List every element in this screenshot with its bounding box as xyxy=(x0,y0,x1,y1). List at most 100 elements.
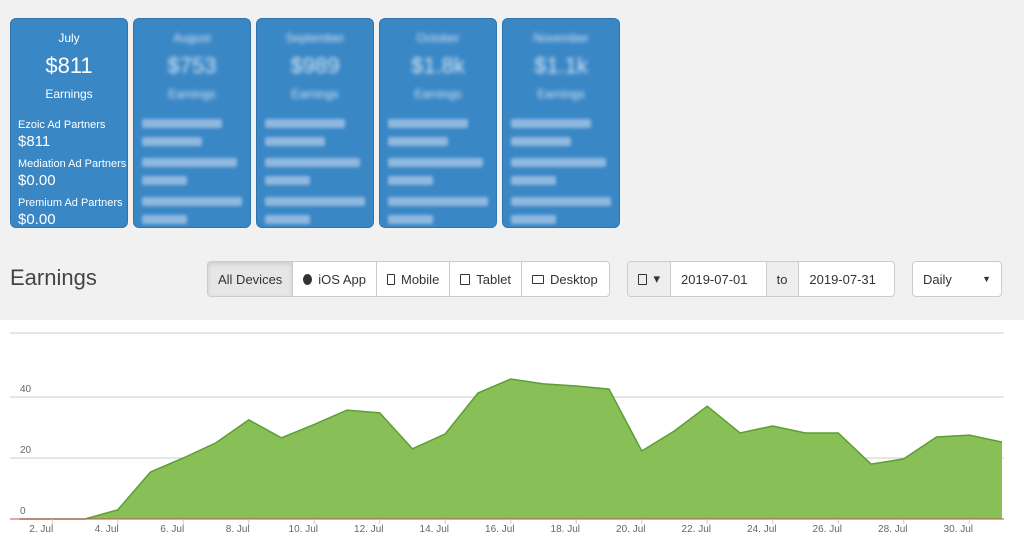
label: Mobile xyxy=(401,271,440,287)
spacer xyxy=(134,101,250,119)
date-range: ▾ 2019-07-01 to 2019-07-31 xyxy=(627,261,895,297)
blurred-row xyxy=(511,119,591,128)
device-button[interactable]: Tablet xyxy=(450,262,522,296)
x-tick-label: 2. Jul xyxy=(29,524,53,535)
blurred-row xyxy=(511,197,611,206)
label: iOS App xyxy=(318,271,366,287)
card-month: October xyxy=(416,31,460,45)
x-tick-label: 14. Jul xyxy=(420,524,449,535)
blurred-row xyxy=(511,215,556,224)
blurred-row xyxy=(265,215,310,224)
stat-card: July $811 Earnings Ezoic Ad Partners $811 Med… xyxy=(10,18,128,228)
spacer xyxy=(257,101,373,119)
card-label: Earnings xyxy=(414,87,462,101)
x-tick-label: 22. Jul xyxy=(682,524,711,535)
x-tick-label: 26. Jul xyxy=(813,524,842,535)
blurred-row xyxy=(388,176,433,185)
x-tick-label: 20. Jul xyxy=(616,524,645,535)
date-to[interactable]: 2019-07-31 xyxy=(809,271,876,287)
stat-card: October $1.8k Earnings xyxy=(379,18,497,228)
device-button[interactable]: All Devices xyxy=(208,262,294,296)
stat-card: August $753 Earnings xyxy=(133,18,251,228)
row-label: Premium Ad Partners xyxy=(18,197,123,209)
blurred-row xyxy=(388,197,488,206)
label: Desktop xyxy=(550,271,598,287)
select-box: Daily ▼ xyxy=(913,262,1001,296)
chart: 0 20 40 2. Jul 4. Jul 6. Jul 8. Jul 10. Jul 12. … xyxy=(0,320,1024,558)
spacer xyxy=(503,101,619,119)
blurred-row xyxy=(265,119,345,128)
card-amount: $1.8k xyxy=(411,53,465,78)
blurred-row xyxy=(142,197,242,206)
desktop-icon xyxy=(532,274,544,284)
stat-card: November $1.1k Earnings xyxy=(502,18,620,228)
card-month: August xyxy=(173,31,211,45)
blurred-row xyxy=(511,176,556,185)
stat-card: September $989 Earnings xyxy=(256,18,374,228)
card-month: September xyxy=(285,31,345,45)
device-button[interactable]: iOS App xyxy=(293,262,377,296)
device-button[interactable]: Desktop xyxy=(522,262,608,296)
x-tick-label: 12. Jul xyxy=(354,524,383,535)
x-tick-label: 10. Jul xyxy=(289,524,318,535)
apple-icon xyxy=(303,273,313,285)
blurred-row xyxy=(142,176,187,185)
blurred-row xyxy=(265,176,310,185)
x-tick-label: 6. Jul xyxy=(160,524,184,535)
row-label: Ezoic Ad Partners xyxy=(18,119,106,131)
date-from[interactable]: 2019-07-01 xyxy=(671,262,767,296)
calendar-icon xyxy=(638,273,648,285)
blurred-row xyxy=(388,158,483,167)
date-separator: to xyxy=(766,262,800,296)
y-tick-label: 0 xyxy=(20,506,26,517)
label: Tablet xyxy=(476,271,511,287)
card-label: Earnings xyxy=(168,87,216,101)
calendar-button[interactable]: ▾ xyxy=(628,262,671,296)
blurred-row xyxy=(388,215,433,224)
x-tick-label: 8. Jul xyxy=(226,524,250,535)
x-tick-label: 16. Jul xyxy=(485,524,514,535)
blurred-row xyxy=(142,158,237,167)
x-tick-label: 24. Jul xyxy=(747,524,776,535)
row-value: $0.00 xyxy=(18,211,56,228)
blurred-row xyxy=(142,137,202,146)
card-month: November xyxy=(533,31,589,45)
card-amount: $1.1k xyxy=(534,53,588,78)
label: Daily xyxy=(923,271,952,287)
interval-select[interactable]: Daily ▼ xyxy=(912,261,1002,297)
blurred-row xyxy=(388,119,468,128)
section-title: Earnings xyxy=(10,265,97,290)
y-tick-label: 40 xyxy=(20,384,32,395)
caret: ▼ xyxy=(982,274,991,284)
blurred-row xyxy=(388,137,448,146)
card-label: Earnings xyxy=(45,87,93,101)
card-label: Earnings xyxy=(537,87,585,101)
card-month: July xyxy=(58,31,80,45)
x-tick-label: 28. Jul xyxy=(878,524,907,535)
card-amount: $989 xyxy=(290,53,340,78)
y-tick-label: 20 xyxy=(20,445,32,456)
row-value: $0.00 xyxy=(18,172,56,189)
x-tick-label: 30. Jul xyxy=(944,524,973,535)
row-value: $811 xyxy=(18,133,51,150)
blurred-row xyxy=(265,197,365,206)
device-filter: All Devices iOS App Mobile Tablet Deskto… xyxy=(207,261,610,297)
card-amount: $753 xyxy=(167,53,217,78)
device-button[interactable]: Mobile xyxy=(377,262,451,296)
blurred-row xyxy=(142,215,187,224)
x-tick-label: 4. Jul xyxy=(95,524,119,535)
card-amount: $811 xyxy=(45,53,93,78)
tablet-icon xyxy=(460,273,471,285)
x-tick-label: 18. Jul xyxy=(551,524,580,535)
area-line xyxy=(19,378,1003,520)
row-label: Mediation Ad Partners xyxy=(18,158,127,170)
blurred-row xyxy=(265,158,360,167)
blurred-row xyxy=(511,158,606,167)
spacer xyxy=(11,101,127,119)
mobile-icon xyxy=(387,273,395,285)
spacer xyxy=(380,101,496,119)
area xyxy=(19,379,1002,519)
blurred-row xyxy=(142,119,222,128)
blurred-row xyxy=(265,137,325,146)
